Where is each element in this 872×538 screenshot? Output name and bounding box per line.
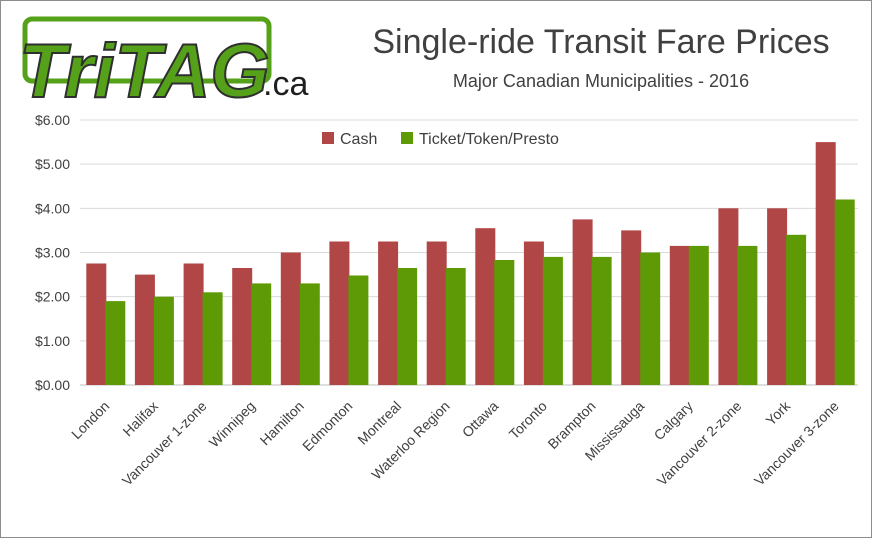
x-tick-label: Hamilton — [257, 398, 307, 448]
x-tick-label: Vancouver 1-zone — [119, 398, 210, 489]
legend-swatch — [401, 132, 413, 144]
x-tick-label: Toronto — [506, 398, 550, 442]
bar-ticket — [640, 252, 661, 385]
bar-ticket — [591, 256, 612, 385]
y-tick-label: $5.00 — [35, 156, 70, 172]
bar-ticket — [834, 199, 855, 385]
bar-cash — [475, 228, 496, 385]
bar-ticket — [542, 256, 563, 385]
x-tick-label: York — [762, 397, 793, 428]
y-tick-label: $0.00 — [35, 377, 70, 393]
x-tick-label: Vancouver 3-zone — [751, 398, 842, 489]
bar-cash — [232, 268, 253, 385]
chart-title: Single-ride Transit Fare Prices — [372, 23, 830, 61]
bar-cash — [183, 263, 204, 385]
legend-swatch — [322, 132, 334, 144]
bar-ticket — [397, 268, 418, 385]
x-tick-label: Halifax — [119, 398, 161, 440]
logo-text-domain: .ca — [263, 65, 308, 103]
y-axis-labels: $0.00 $1.00 $2.00 $3.00 $4.00 $5.00 $6.00 — [35, 112, 70, 393]
x-tick-label: Ottawa — [459, 398, 502, 441]
bar-ticket — [348, 275, 369, 385]
bar-cash — [621, 230, 642, 385]
x-tick-label: Winnipeg — [206, 398, 259, 451]
x-tick-label: Montreal — [354, 398, 404, 448]
x-tick-label: Calgary — [651, 398, 696, 443]
bar-ticket — [494, 260, 515, 385]
bar-cash — [86, 263, 107, 385]
y-tick-label: $1.00 — [35, 333, 70, 349]
chart-subtitle: Major Canadian Municipalities - 2016 — [452, 71, 750, 91]
bar-cash — [669, 245, 690, 385]
bar-cash — [572, 219, 593, 385]
bar-cash — [280, 252, 301, 385]
bars — [86, 142, 855, 386]
x-tick-label: Edmonton — [299, 398, 355, 454]
bar-ticket — [153, 296, 174, 385]
x-tick-label: London — [68, 398, 112, 442]
bar-cash — [329, 241, 350, 385]
x-tick-label: Vancouver 2-zone — [654, 398, 745, 489]
logo-text-main: TriTAG — [19, 29, 270, 106]
y-tick-label: $4.00 — [35, 200, 70, 216]
legend-label: Ticket/Token/Presto — [419, 131, 559, 148]
y-tick-label: $2.00 — [35, 289, 70, 305]
bar-cash — [767, 208, 788, 385]
bar-ticket — [202, 292, 223, 386]
bar-ticket — [299, 283, 320, 385]
bar-cash — [718, 208, 739, 385]
bar-ticket — [688, 245, 709, 385]
legend-label: Cash — [340, 131, 377, 148]
bar-ticket — [786, 234, 807, 385]
y-tick-label: $3.00 — [35, 245, 70, 261]
bar-cash — [378, 241, 399, 385]
bar-ticket — [105, 301, 126, 385]
legend: Cash Ticket/Token/Presto — [322, 131, 559, 148]
bar-cash — [815, 142, 836, 385]
bar-cash — [134, 274, 155, 385]
tritag-logo-graphic: TriTAG .ca — [18, 16, 308, 106]
bar-ticket — [251, 283, 272, 385]
bar-ticket — [445, 268, 466, 385]
bar-ticket — [737, 245, 758, 385]
bar-cash — [523, 241, 544, 385]
y-tick-label: $6.00 — [35, 112, 70, 128]
tritag-logo: TriTAG .ca — [15, 11, 335, 106]
bar-cash — [426, 241, 447, 385]
